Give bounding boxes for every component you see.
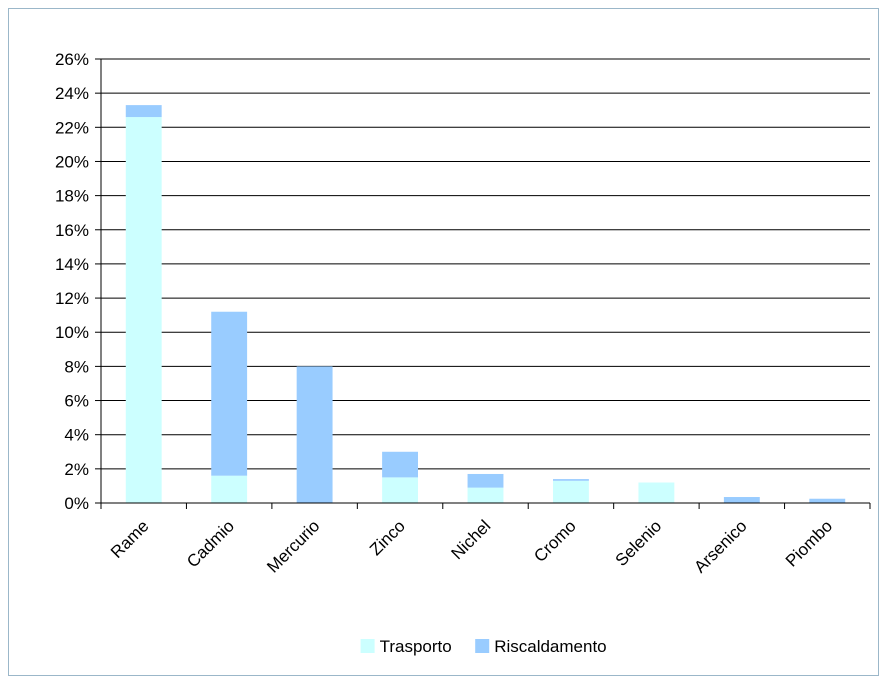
y-tick-label: 18% <box>55 187 89 206</box>
bar-riscaldamento-zinco <box>382 451 418 478</box>
bar-riscaldamento-arsenico <box>723 497 760 503</box>
bar-trasporto-cadmio <box>211 475 248 503</box>
legend-label-riscaldamento: Riscaldamento <box>494 637 606 656</box>
legend-swatch-trasporto <box>360 639 375 653</box>
y-tick-label: 16% <box>55 221 89 240</box>
y-tick-label: 8% <box>64 357 89 376</box>
x-tick-label: Rame <box>107 516 153 562</box>
y-tick-label: 0% <box>64 494 89 513</box>
x-tick-label: Cromo <box>530 516 580 566</box>
axes <box>95 58 871 509</box>
bar-riscaldamento-cromo <box>553 479 589 481</box>
bar-riscaldamento-mercurio <box>296 366 333 503</box>
legend-label-trasporto: Trasporto <box>380 637 452 656</box>
bars <box>125 105 846 504</box>
x-tick-label: Selenio <box>612 516 666 570</box>
bar-trasporto-zinco <box>382 477 418 503</box>
bar-riscaldamento-rame <box>125 105 162 118</box>
x-tick-label: Piombo <box>782 516 836 570</box>
bar-riscaldamento-cadmio <box>211 311 248 476</box>
y-tick-label: 14% <box>55 255 89 274</box>
y-tick-label: 12% <box>55 289 89 308</box>
bar-riscaldamento-nichel <box>467 473 504 488</box>
x-tick-labels: Rame Cadmio Mercurio Zinco Nichel Cromo Seleni… <box>107 516 836 576</box>
y-tick-label: 4% <box>64 426 89 445</box>
legend: Trasporto Riscaldamento <box>360 637 607 656</box>
bar-trasporto-rame <box>125 117 162 504</box>
bar-riscaldamento-piombo <box>809 498 846 503</box>
y-tick-label: 2% <box>64 460 89 479</box>
bar-trasporto-selenio <box>638 482 675 503</box>
x-tick-label: Nichel <box>447 516 494 563</box>
x-tick-label: Arsenico <box>690 516 750 576</box>
y-tick-label: 10% <box>55 323 89 342</box>
y-tick-label: 22% <box>55 118 89 137</box>
x-tick-label: Zinco <box>366 516 409 559</box>
x-tick-label: Mercurio <box>263 516 323 576</box>
x-tick-label: Cadmio <box>183 516 238 571</box>
y-tick-label: 24% <box>55 84 89 103</box>
legend-swatch-riscaldamento <box>475 639 490 653</box>
y-tick-label: 20% <box>55 152 89 171</box>
y-tick-labels: 0% 2% 4% 6% 8% 10% 12% 14% 16% 18% 20% 22% 24% 26% <box>55 50 89 513</box>
bar-trasporto-nichel <box>467 487 504 503</box>
y-tick-label: 26% <box>55 50 89 69</box>
bar-trasporto-cromo <box>553 480 589 503</box>
y-tick-label: 6% <box>64 392 89 411</box>
